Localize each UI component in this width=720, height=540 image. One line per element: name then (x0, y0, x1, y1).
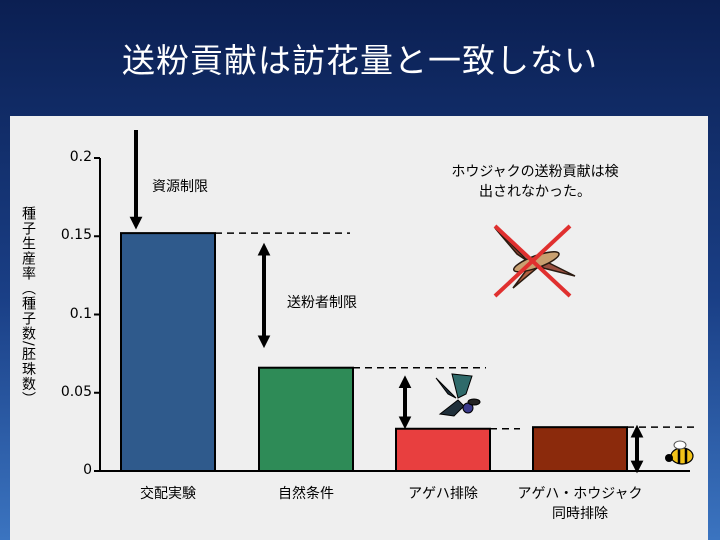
y-tick-label: 0.2 (69, 149, 92, 165)
x-category-label: 自然条件 (216, 484, 396, 504)
bee-icon (665, 440, 694, 465)
x-category-label: 交配実験 (78, 484, 258, 504)
y-tick-label: 0.05 (60, 383, 92, 400)
bar-2 (258, 366, 354, 472)
hawkmoth-note-line1: ホウジャクの送粉貢献は検 (451, 164, 619, 180)
slide-title: 送粉貢献は訪花量と一致しない (122, 41, 598, 80)
y-tick-label: 0 (83, 462, 92, 478)
x-category-line: 同時排除 (552, 506, 608, 522)
pollinator-limit-label: 送粉者制限 (287, 295, 357, 311)
cross-mark-line (493, 224, 572, 298)
x-category-line: 交配実験 (140, 486, 196, 502)
x-category-line: 自然条件 (278, 486, 334, 502)
y-axis-label: 種子生産率（種子数/胚珠数） (20, 206, 36, 407)
y-tick-label: 0.1 (69, 305, 92, 322)
swallowtail-butterfly-icon (435, 373, 481, 417)
x-category-line: アゲハ・ホウジャク (517, 486, 643, 502)
resource-limit-label: 資源制限 (152, 179, 208, 195)
x-category-line: アゲハ排除 (408, 486, 478, 502)
x-category-label: アゲハ・ホウジャク 同時排除 (490, 484, 670, 524)
bar-3 (395, 427, 491, 472)
bar-4 (532, 426, 628, 472)
x-category-label: アゲハ排除 (353, 484, 533, 504)
hawkmoth-note-line2: 出されなかった。 (479, 184, 591, 200)
y-tick-label: 0.15 (60, 227, 92, 244)
bar-1 (120, 232, 216, 472)
hawkmoth-note: ホウジャクの送粉貢献は検 出されなかった。 (400, 162, 670, 202)
